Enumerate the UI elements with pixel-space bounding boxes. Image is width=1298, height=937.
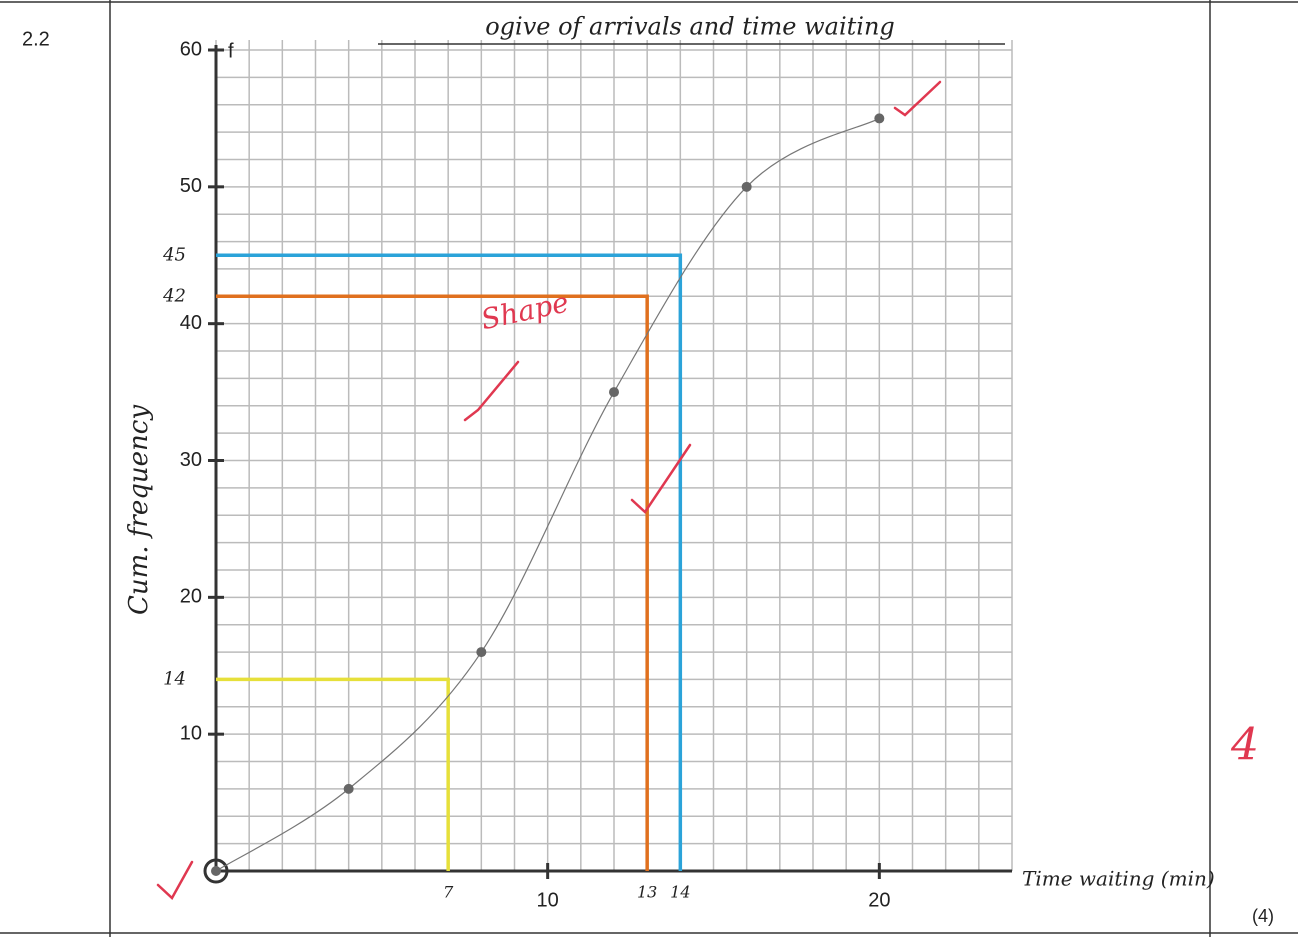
- y-tick-label: 20: [180, 586, 202, 608]
- y-axis-symbol: f: [228, 40, 234, 62]
- annotation: Shape: [478, 286, 571, 337]
- guide-line: [216, 296, 647, 871]
- question-number: 2.2: [22, 28, 50, 50]
- y-tick-label: 40: [180, 312, 202, 334]
- guide-line: [216, 679, 448, 871]
- check-marks: [158, 82, 940, 898]
- guide-y-label: 14: [163, 668, 186, 689]
- x-axis-label: Time waiting (min): [1022, 867, 1215, 891]
- data-point: [609, 387, 619, 397]
- y-tick-label: 30: [180, 449, 202, 471]
- guide-y-label: 45: [162, 244, 186, 265]
- check: [158, 862, 192, 898]
- data-point: [211, 866, 221, 876]
- guide-x-label: 14: [670, 883, 690, 902]
- check: [895, 82, 940, 115]
- check: [465, 362, 518, 420]
- plot: f 10 20 30 40 50 60 10 20 14 7 42 13 45 14 ogive of arr…: [124, 13, 1215, 912]
- x-tick-label: 10: [537, 889, 559, 911]
- grid: [216, 40, 1012, 871]
- data-point: [874, 113, 884, 123]
- y-tick-label: 60: [180, 38, 202, 60]
- chart-title: ogive of arrivals and time waiting: [485, 13, 895, 41]
- guide-y-label: 42: [162, 285, 186, 306]
- data-point: [344, 784, 354, 794]
- page: 2.2 (4) 4 f 10 20 30 40 50 60 10 20 14 7 42 13 45 14 og…: [0, 0, 1298, 937]
- y-tick-label: 10: [180, 722, 202, 744]
- x-tick-label: 20: [868, 889, 890, 911]
- guide-x-label: 7: [443, 883, 454, 902]
- data-point: [742, 182, 752, 192]
- guide-x-label: 13: [637, 883, 657, 902]
- y-tick-label: 50: [180, 175, 202, 197]
- score: 4: [1230, 720, 1259, 771]
- data-point: [476, 647, 486, 657]
- marks: (4): [1252, 906, 1274, 926]
- y-axis-label: Cum. frequency: [124, 405, 154, 615]
